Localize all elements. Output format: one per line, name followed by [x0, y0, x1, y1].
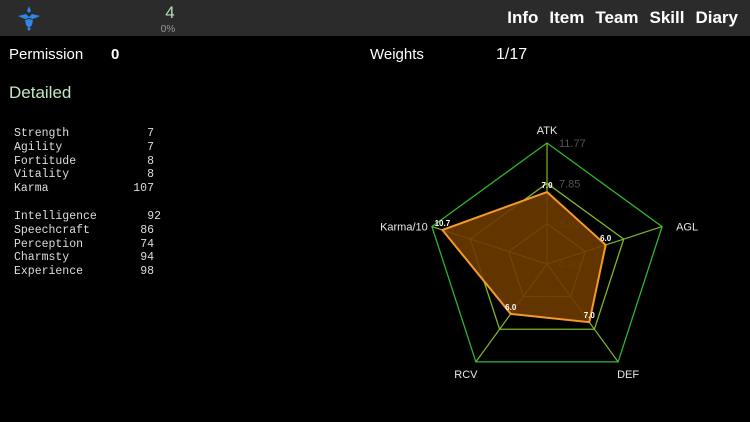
stats-group-basic: Strength 7 Agility 7 Fortitude 8 Vitality 8 …: [14, 127, 154, 196]
nav-info[interactable]: Info: [507, 8, 539, 27]
stat-name: Speechcraft: [14, 223, 90, 237]
axis-label: AGL: [676, 222, 698, 234]
stat-row: Fortitude 8: [14, 155, 154, 169]
stat-row: Karma 107: [14, 182, 154, 196]
grid-ring: [431, 142, 663, 363]
weights-value: 1/17: [496, 46, 528, 63]
stat-row: Perception 74: [14, 238, 154, 252]
grid-spoke: [431, 226, 548, 265]
ring-tick-label: 3.92: [559, 219, 580, 231]
stats-group-mental: Intelligence 92 Speechcraft 86 Perception 7…: [14, 210, 161, 279]
stat-value: 98: [140, 265, 154, 279]
stat-row: Charmsty 94: [14, 251, 154, 265]
axis-label: Karma/10: [380, 222, 428, 234]
stat-name: Karma: [14, 182, 49, 196]
top-bar: 4 0% Info Item Team Skill Diary: [0, 0, 750, 36]
data-label: 7.0: [584, 311, 596, 320]
grid-spoke: [475, 263, 548, 363]
stat-row: Speechcraft 86: [14, 224, 154, 238]
stat-value: 92: [147, 210, 161, 223]
stat-name: Strength: [14, 127, 70, 140]
nav-item[interactable]: Item: [549, 8, 585, 27]
data-label: 6.0: [505, 303, 517, 312]
grid-spoke: [546, 263, 619, 363]
main-nav: Info Item Team Skill Diary: [507, 8, 738, 28]
progress-percent: 0%: [160, 24, 176, 35]
nav-skill[interactable]: Skill: [649, 8, 685, 27]
grid-spoke: [546, 226, 663, 265]
stat-name: Intelligence: [14, 210, 97, 223]
grid-ring: [469, 182, 625, 330]
nav-diary[interactable]: Diary: [695, 8, 738, 27]
section-title: Detailed: [9, 83, 72, 102]
nav-team[interactable]: Team: [595, 8, 639, 27]
stat-name: Experience: [14, 265, 84, 279]
stat-row: Vitality 8: [14, 168, 154, 182]
axis-label: DEF: [617, 369, 639, 381]
ring-tick-label: 7.85: [559, 178, 580, 190]
stat-name: Fortitude: [14, 154, 77, 168]
data-label: 10.7: [435, 219, 451, 228]
blue-emblem-icon: [18, 6, 40, 31]
stat-value: 94: [140, 251, 154, 265]
axis-label: RCV: [454, 369, 478, 381]
ring-tick-label: 0.00: [559, 259, 580, 271]
permission-value: 0: [111, 46, 120, 63]
permission-label: Permission: [9, 46, 84, 63]
series-polygon: [440, 190, 607, 324]
data-label: 7.0: [541, 181, 553, 190]
stat-name: Agility: [14, 140, 63, 154]
stat-name: Perception: [14, 237, 84, 251]
count-value: 4: [165, 3, 175, 22]
stat-row: Strength 7: [14, 127, 154, 141]
stat-row: Agility 7: [14, 141, 154, 155]
stat-value: 107: [133, 182, 154, 196]
grid-ring: [507, 222, 587, 298]
stat-value: 8: [147, 154, 154, 168]
stat-row: Experience 98: [14, 265, 154, 279]
stat-value: 7: [147, 140, 154, 154]
axis-label: ATK: [537, 125, 558, 137]
stat-row: Intelligence 92: [14, 210, 161, 224]
stat-name: Charmsty: [14, 251, 70, 265]
stat-name: Vitality: [14, 168, 70, 182]
weights-label: Weights: [370, 46, 424, 63]
stat-value: 86: [140, 223, 154, 237]
data-label: 6.0: [600, 234, 612, 243]
stat-value: 74: [140, 237, 154, 251]
ring-tick-label: 11.77: [559, 138, 586, 150]
stat-value: 7: [147, 127, 154, 140]
stat-value: 8: [147, 168, 154, 182]
